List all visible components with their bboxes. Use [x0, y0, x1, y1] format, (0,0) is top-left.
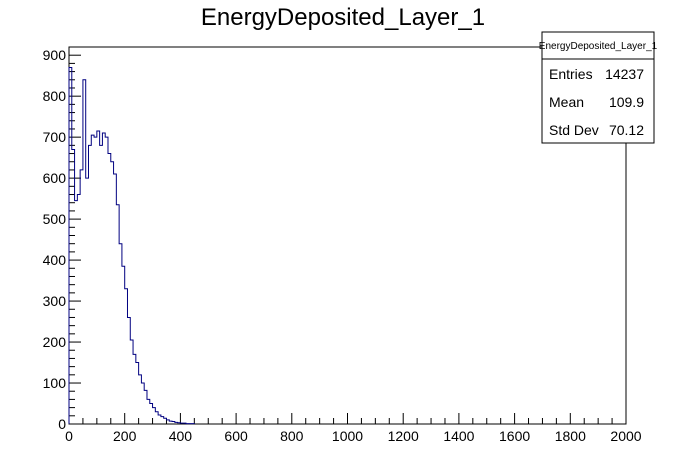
y-tick-label: 0 [58, 416, 66, 432]
y-tick-label: 900 [43, 47, 67, 63]
stats-entries-value: 14237 [605, 66, 644, 82]
stats-box: EnergyDeposited_Layer_1 Entries 14237 Me… [539, 31, 658, 144]
x-tick-label: 400 [169, 428, 193, 444]
histogram-bin [119, 244, 122, 424]
histogram-bin [88, 145, 91, 424]
histogram-bin [133, 354, 136, 424]
histogram-bin [105, 137, 108, 424]
histogram-bin [86, 178, 89, 424]
histogram-bin [75, 201, 78, 424]
x-tick-label: 600 [224, 428, 248, 444]
y-tick-label: 600 [43, 170, 67, 186]
stats-box-title: EnergyDeposited_Layer_1 [539, 41, 658, 52]
y-tick-label: 300 [43, 293, 67, 309]
x-tick-label: 200 [113, 428, 137, 444]
stats-box-frame [541, 31, 655, 144]
y-tick-label: 700 [43, 129, 67, 145]
y-axis-ticks: 0 100 200 300 400 500 600 700 800 900 [43, 46, 81, 432]
histogram-bin [114, 174, 117, 424]
y-tick-label: 100 [43, 375, 67, 391]
y-tick-label: 800 [43, 88, 67, 104]
stats-stddev-value: 70.12 [609, 122, 644, 138]
histogram-bin [94, 137, 97, 424]
histogram-bin [111, 162, 114, 424]
x-tick-label: 800 [280, 428, 304, 444]
histogram-bin [77, 195, 80, 424]
histogram-bin [102, 133, 105, 424]
x-tick-label: 1800 [555, 428, 586, 444]
y-tick-label: 200 [43, 334, 67, 350]
x-tick-label: 0 [65, 428, 73, 444]
histogram-bin [122, 266, 125, 424]
histogram-bin [80, 170, 83, 424]
histogram-outline [68, 66, 195, 425]
x-tick-label: 1600 [499, 428, 530, 444]
x-tick-label: 1200 [388, 428, 419, 444]
x-tick-label: 1000 [332, 428, 363, 444]
y-tick-label: 400 [43, 252, 67, 268]
x-tick-label: 1400 [443, 428, 474, 444]
y-tick-label: 500 [43, 211, 67, 227]
stats-stddev-label: Std Dev [549, 122, 599, 138]
histogram-bin [97, 131, 100, 424]
x-axis-ticks: 0 200 400 600 800 1000 1200 1400 1600 1800 2000 [65, 413, 642, 444]
stats-mean-value: 109.9 [609, 94, 644, 110]
stats-mean-label: Mean [549, 94, 584, 110]
x-tick-label: 2000 [610, 428, 641, 444]
histogram-bin [108, 154, 111, 424]
histogram-bin [91, 135, 94, 424]
histogram-bin [100, 145, 103, 424]
stats-entries-label: Entries [549, 66, 593, 82]
histogram-bins [69, 67, 194, 424]
chart-title: EnergyDeposited_Layer_1 [201, 4, 485, 31]
